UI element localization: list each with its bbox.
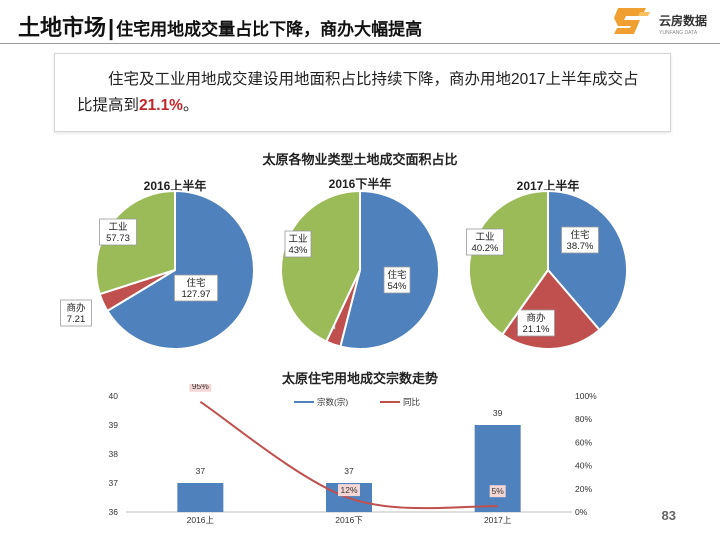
summary-text: 住宅及工业用地成交建设用地面积占比持续下降，商办用地2017上半年成交占比提高到 — [77, 71, 639, 114]
data-label-box — [466, 228, 504, 256]
line-series — [199, 400, 498, 510]
pie-section-title: 太原各物业类型土地成交面积占比 — [262, 152, 458, 167]
page-subtitle: 住宅用地成交量占比下降，商办大幅提高 — [116, 20, 423, 39]
y-tick-label: 40 — [109, 391, 119, 401]
line-label-bg — [338, 484, 360, 497]
y-tick-label: 36 — [109, 507, 119, 517]
pie-charts: 2016上半年住宅127.97商办7.21工业57.732016下半年住宅54%… — [60, 176, 628, 350]
line-label-bg — [189, 384, 212, 392]
pie-subtitle: 2016下半年 — [329, 176, 392, 191]
y2-tick-label: 100% — [575, 391, 597, 401]
y-tick-label: 38 — [109, 449, 119, 459]
brand-logo: 云房数据 YUNFANG DATA — [614, 8, 707, 36]
slice-category-label: 工业 — [108, 222, 127, 233]
summary-highlight: 21.1% — [139, 97, 183, 114]
slice-value-label: 40.2% — [472, 243, 499, 254]
title-separator: | — [108, 15, 115, 40]
page-title: 土地市场 | 住宅用地成交量占比下降，商办大幅提高 — [18, 10, 422, 40]
pie-slice — [547, 189, 628, 332]
pie-slice — [106, 189, 255, 350]
y2-tick-label: 80% — [575, 414, 592, 424]
line-data-label: 12% — [340, 485, 357, 495]
bar-data-label: 37 — [196, 466, 206, 476]
y2-tick-label: 60% — [575, 437, 592, 447]
bar-section-title: 太原住宅用地成交宗数走势 — [281, 371, 438, 386]
logo-brand-cn: 云房数据 — [659, 13, 707, 28]
y2-tick-label: 20% — [575, 484, 592, 494]
data-label-box — [284, 230, 312, 258]
page-number: 83 — [661, 508, 676, 523]
y-tick-label: 39 — [109, 420, 119, 430]
bar-data-label: 39 — [493, 408, 503, 418]
pie-subtitle: 2017上半年 — [517, 178, 580, 193]
slice-value-label: 54% — [387, 281, 407, 292]
bar-data-label: 37 — [344, 466, 354, 476]
slice-category-label: 住宅 — [186, 277, 205, 289]
bar — [177, 483, 224, 512]
data-label-box — [99, 218, 137, 246]
line-data-label: 95% — [192, 384, 209, 391]
x-tick-label: 2016下 — [335, 515, 363, 525]
data-label-box — [60, 299, 92, 327]
data-label-box — [561, 226, 599, 254]
slice-category-label: 商办 — [526, 312, 546, 324]
pie-slice — [280, 189, 361, 343]
slice-category-label: 住宅 — [387, 269, 406, 281]
page-title-main: 土地市场 — [18, 15, 107, 40]
data-label-box — [173, 274, 218, 302]
y-tick-label: 37 — [109, 478, 119, 488]
header-divider — [0, 43, 720, 44]
line-label-bg — [489, 485, 506, 498]
bar — [474, 425, 521, 512]
slice-category-label: 工业 — [475, 232, 494, 243]
summary-box: 住宅及工业用地成交建设用地面积占比持续下降，商办用地2017上半年成交占比提高到… — [54, 53, 671, 132]
logo-mark-icon — [614, 8, 650, 34]
slice-value-label: 21.1% — [523, 324, 550, 335]
slice-value-label: 57.73 — [106, 233, 130, 244]
slice-value-label: 38.7% — [567, 241, 594, 252]
line-data-label: 5% — [492, 486, 505, 496]
x-tick-label: 2017上 — [484, 515, 512, 525]
logo-brand-en: YUNFANG DATA — [659, 30, 698, 36]
data-label-box — [517, 309, 555, 337]
slice-category-label: 工业 — [288, 234, 307, 245]
x-tick-label: 2016上 — [187, 515, 215, 525]
legend-line-label: 同比 — [403, 397, 420, 407]
slice-value-label: 43% — [288, 245, 308, 256]
slice-category-label: 住宅 — [570, 229, 589, 241]
data-label-box — [383, 266, 411, 294]
slice-category-label: 商办 — [66, 302, 86, 314]
slice-value-label: 127.97 — [181, 289, 210, 300]
combo-chart: 36 37 38 39 40 0% 20% 40% 60% 80% 100% 2016上 2016下 20… — [109, 384, 597, 525]
slice-value-label: 7.21 — [67, 314, 86, 325]
pie-subtitle: 2016上半年 — [144, 178, 207, 193]
y2-tick-label: 0% — [575, 507, 588, 517]
legend-bar-label: 宗数(宗) — [317, 397, 348, 407]
summary-text-end: 。 — [182, 97, 199, 114]
y2-tick-label: 40% — [575, 461, 592, 471]
